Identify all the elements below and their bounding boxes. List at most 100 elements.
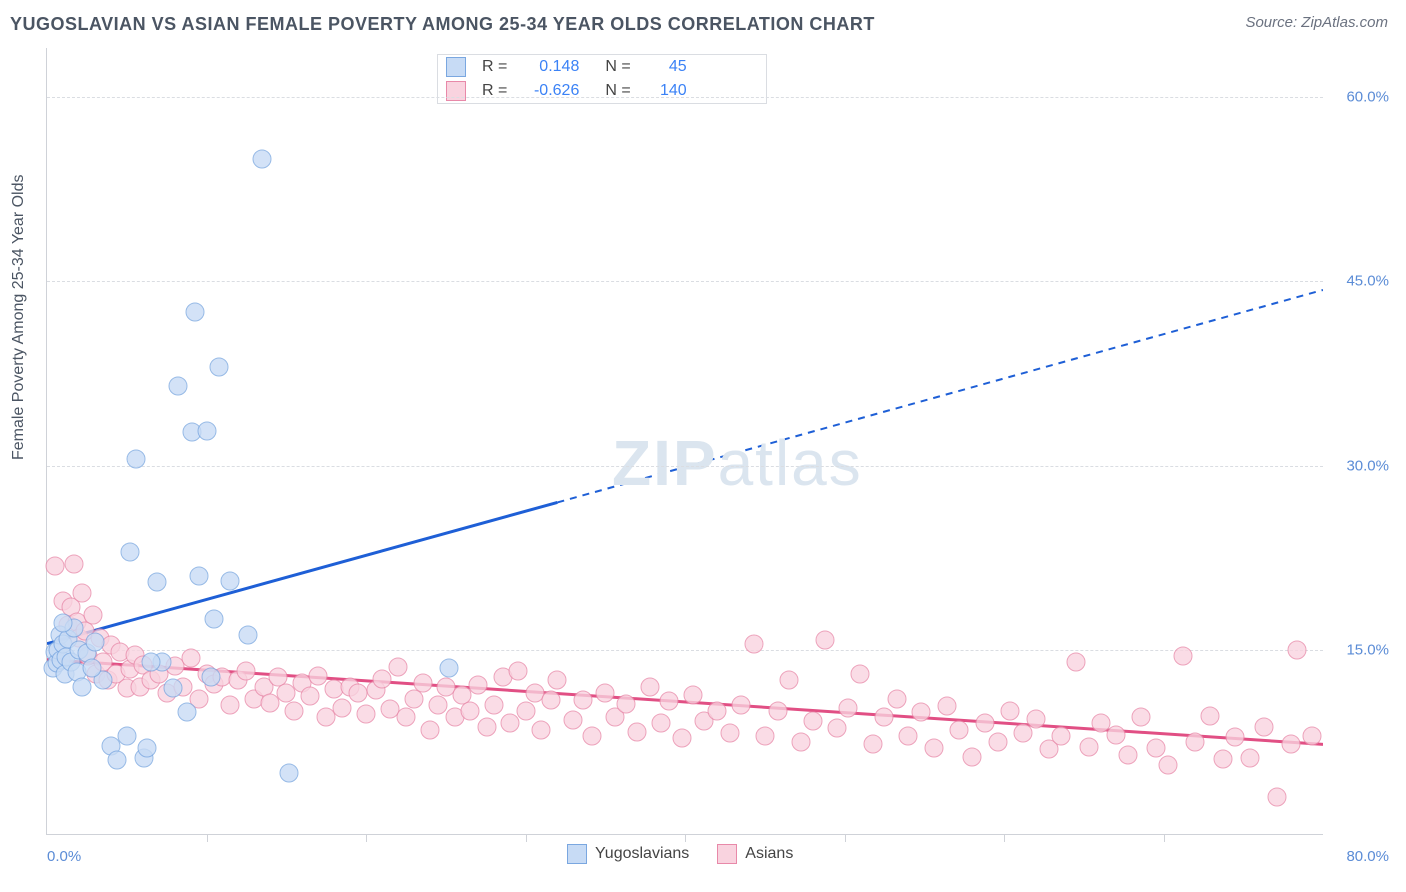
asian-point [285,702,304,721]
yugoslavian-trend-line [47,502,557,643]
gridline [47,281,1323,282]
r-label: R = [474,55,515,79]
yugoslavian-point [189,567,208,586]
legend-item-yugoslavians: Yugoslavians [567,844,689,864]
asian-point [508,661,527,680]
legend-label: Asians [745,845,793,863]
asian-point [333,698,352,717]
yugoslavian-point [141,653,160,672]
asian-point [1146,739,1165,758]
asian-point [779,671,798,690]
yugoslavian-point [117,726,136,745]
asian-point [768,702,787,721]
y-axis-label: Female Poverty Among 25-34 Year Olds [10,175,28,461]
yugoslavian-point [221,572,240,591]
yugoslavian-point [253,149,272,168]
asian-point [65,554,84,573]
x-tick [1004,834,1005,842]
x-axis-max-label: 80.0% [1346,848,1389,865]
asian-point [827,719,846,738]
asian-point [516,702,535,721]
asian-point [628,723,647,742]
asian-point [672,729,691,748]
asian-point [1079,737,1098,756]
yugoslavian-point [210,358,229,377]
n-label: N = [587,55,638,79]
asian-point [414,673,433,692]
yugoslavian-point [73,677,92,696]
asian-point [616,694,635,713]
asian-point [84,606,103,625]
yugoslavian-point [53,613,72,632]
asian-point [1052,726,1071,745]
asian-point [372,670,391,689]
asian-point [221,696,240,715]
r-value: 0.148 [515,55,587,79]
plot-area: ZIPatlas R =0.148N =45R =-0.626N =140 Yu… [46,48,1323,835]
source-attribution: Source: ZipAtlas.com [1245,14,1388,31]
gridline [47,466,1323,467]
stats-row: R =-0.626N =140 [438,79,695,103]
yugoslavian-point [120,542,139,561]
yugoslavian-point [164,678,183,697]
asian-point [1186,732,1205,751]
correlation-scatter-chart: YUGOSLAVIAN VS ASIAN FEMALE POVERTY AMON… [0,0,1406,892]
asian-point [428,696,447,715]
asian-point [460,702,479,721]
asian-point [864,735,883,754]
asian-point [1132,708,1151,727]
asian-point [484,696,503,715]
asian-point [1001,702,1020,721]
n-value: 45 [639,55,695,79]
gridline [47,97,1323,98]
yugoslavian-point [205,610,224,629]
watermark-zip: ZIP [612,427,718,499]
asian-point [1200,707,1219,726]
x-tick [366,834,367,842]
asian-point [1288,640,1307,659]
asian-point [548,671,567,690]
n-value: 140 [639,79,695,103]
x-tick [526,834,527,842]
legend-swatch-yugoslavians [567,844,587,864]
yugoslavian-point [439,659,458,678]
r-value: -0.626 [515,79,587,103]
asian-point [237,661,256,680]
y-grid-label: 30.0% [1346,457,1389,474]
yugoslavian-point [186,303,205,322]
asian-point [1226,727,1245,746]
asian-point [652,714,671,733]
asian-point [388,657,407,676]
asian-point [963,747,982,766]
y-grid-label: 45.0% [1346,273,1389,290]
asian-point [899,726,918,745]
asian-point [396,708,415,727]
asian-point [1173,646,1192,665]
asian-point [1282,735,1301,754]
asian-point [301,687,320,706]
asian-point [45,557,64,576]
yugoslavian-point [82,659,101,678]
asian-point [478,718,497,737]
asian-point [564,710,583,729]
asian-point [888,689,907,708]
n-label: N = [587,79,638,103]
asian-point [468,676,487,695]
asian-point [744,634,763,653]
asian-point [988,732,1007,751]
yugoslavian-point [138,739,157,758]
asian-point [309,666,328,685]
yugoslavian-point [108,751,127,770]
legend-label: Yugoslavians [595,845,689,863]
asian-point [755,726,774,745]
asian-point [838,698,857,717]
yugoslavian-point [202,667,221,686]
stats-row: R =0.148N =45 [438,55,695,79]
asian-point [357,704,376,723]
asian-point [1119,746,1138,765]
asian-point [1213,750,1232,769]
yugoslavian-point [127,450,146,469]
legend-swatch-asians [717,844,737,864]
asian-point [707,702,726,721]
asian-point [583,726,602,745]
